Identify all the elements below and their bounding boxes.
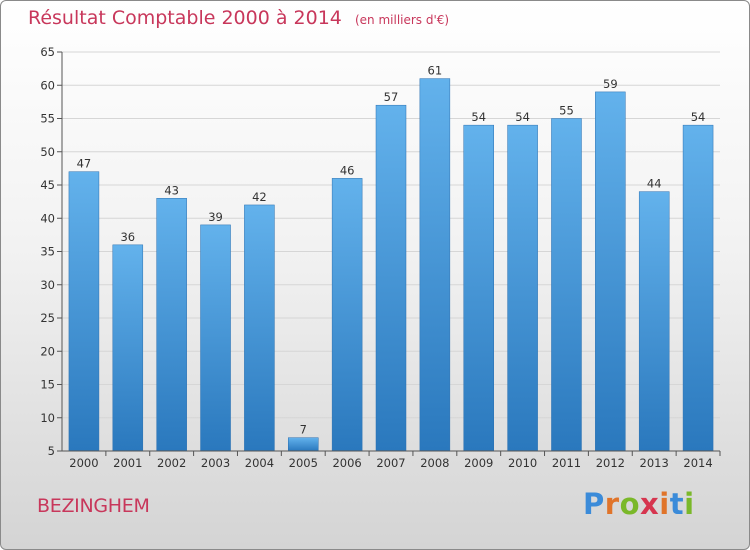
y-tick-label: 50 xyxy=(40,145,55,159)
data-label: 59 xyxy=(603,77,618,91)
x-tick-label: 2002 xyxy=(157,456,186,470)
bar xyxy=(331,178,363,452)
bars-layer: 47 36 43 39 42 7 46 57 61 54 54 55 59 44 54 xyxy=(68,64,714,452)
x-tick-label: 2013 xyxy=(640,456,669,470)
data-label: 46 xyxy=(340,163,355,177)
logo-letter: r xyxy=(604,487,620,521)
data-label: 47 xyxy=(77,157,92,171)
x-tick-label: 2001 xyxy=(113,456,142,470)
data-label: 39 xyxy=(208,210,223,224)
x-tick-label: 2009 xyxy=(464,456,493,470)
bar xyxy=(638,191,670,452)
x-tick-label: 2006 xyxy=(332,456,361,470)
logo-letter: o xyxy=(619,487,641,521)
bar xyxy=(375,104,407,452)
x-tick-label: 2011 xyxy=(552,456,581,470)
bar xyxy=(288,437,319,452)
x-tick-label: 2003 xyxy=(201,456,230,470)
data-label: 43 xyxy=(164,183,179,197)
data-label: 54 xyxy=(471,110,486,124)
y-tick-label: 40 xyxy=(40,211,55,225)
data-label: 54 xyxy=(691,110,706,124)
data-label: 61 xyxy=(428,64,443,78)
y-tick-label: 35 xyxy=(40,245,55,259)
y-tick-label: 60 xyxy=(40,78,55,92)
bar xyxy=(200,224,231,452)
logo-letter: i xyxy=(684,487,695,521)
x-tick-label: 2014 xyxy=(683,456,712,470)
bar xyxy=(419,78,451,452)
data-label: 36 xyxy=(120,230,135,244)
chart-subtitle: (en milliers d'€) xyxy=(354,13,450,27)
data-label: 55 xyxy=(559,104,574,118)
x-tick-label: 2000 xyxy=(69,456,98,470)
bar xyxy=(463,124,494,452)
bar xyxy=(595,91,626,452)
data-label: 54 xyxy=(515,110,530,124)
data-label: 57 xyxy=(384,90,399,104)
place-name: BEZINGHEM xyxy=(37,495,150,517)
x-tick-label: 2008 xyxy=(420,456,449,470)
title-row: Résultat Comptable 2000 à 2014 (en milli… xyxy=(28,7,449,29)
y-tick-label: 65 xyxy=(40,45,55,59)
bar xyxy=(68,171,100,452)
y-tick-label: 15 xyxy=(40,378,55,392)
y-tick-label: 10 xyxy=(40,411,55,425)
x-tick-label: 2004 xyxy=(245,456,274,470)
x-tick-label: 2012 xyxy=(596,456,625,470)
logo-letter: x xyxy=(640,487,660,521)
y-tick-label: 30 xyxy=(40,278,55,292)
bar xyxy=(551,118,582,452)
bar xyxy=(244,204,275,452)
logo-letter: i xyxy=(659,487,670,521)
chart-title: Résultat Comptable 2000 à 2014 xyxy=(28,7,342,29)
y-tick-label: 45 xyxy=(40,178,55,192)
data-label: 42 xyxy=(252,190,267,204)
bar xyxy=(682,124,714,452)
x-tick-label: 2007 xyxy=(376,456,405,470)
y-tick-label: 20 xyxy=(40,344,55,358)
y-tick-label: 55 xyxy=(40,112,55,126)
bar xyxy=(507,124,538,452)
x-tick-label: 2010 xyxy=(508,456,537,470)
y-tick-label: 25 xyxy=(40,311,55,325)
proxiti-logo: Proxiti xyxy=(583,487,695,521)
logo-letter: t xyxy=(669,487,685,521)
bar xyxy=(112,244,144,452)
data-label: 7 xyxy=(300,423,307,437)
bar xyxy=(156,198,187,452)
logo-letter: P xyxy=(583,487,605,521)
y-tick-label: 5 xyxy=(48,444,55,458)
axis-layer: 5 10 15 20 25 30 35 40 45 50 55 60 65 2000 2001 2002 200… xyxy=(40,45,721,470)
x-tick-label: 2005 xyxy=(289,456,318,470)
data-label: 44 xyxy=(647,177,662,191)
